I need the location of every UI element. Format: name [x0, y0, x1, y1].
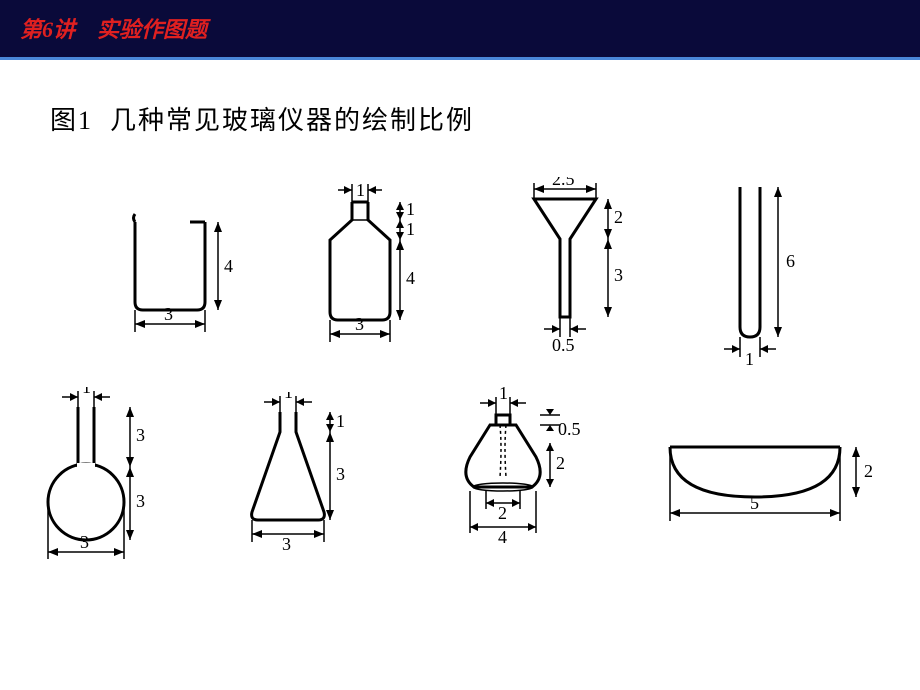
erlenmeyer-diagram: 1 1 3 3 — [230, 387, 380, 577]
roundflask-neckh: 3 — [136, 425, 145, 445]
slide-header: 第6讲 实验作图题 — [0, 0, 920, 60]
evapdish-diagram: 2 5 — [650, 387, 890, 577]
burner-diagram: 1 0.5 2 — [430, 387, 600, 577]
reagent-bottle-diagram: 1 1 1 4 — [290, 177, 450, 367]
evap-h: 2 — [864, 461, 873, 481]
reagent-shoulder: 1 — [406, 219, 415, 239]
beaker-diagram: 4 3 — [100, 177, 240, 367]
testtube-h: 6 — [786, 251, 795, 271]
funnel-top: 2.5 — [552, 177, 575, 189]
beaker-h: 4 — [224, 256, 233, 276]
header-suffix: 讲 实验作图题 — [53, 17, 207, 42]
row-2: 1 3 3 — [50, 387, 870, 577]
erlen-neck: 1 — [284, 392, 293, 402]
funnel-cone: 2 — [614, 207, 623, 227]
roundflask-neck: 1 — [82, 387, 91, 397]
roundflask-ball: 3 — [136, 491, 145, 511]
erlen-body: 3 — [336, 464, 345, 484]
reagent-bodyh: 4 — [406, 268, 415, 288]
reagent-neckh: 1 — [406, 199, 415, 219]
funnel-stem: 3 — [614, 265, 623, 285]
funnel-stemw: 0.5 — [552, 335, 575, 355]
slide-content: 图1 几种常见玻璃仪器的绘制比例 4 3 — [0, 60, 920, 617]
roundflask-diam: 3 — [80, 532, 89, 552]
header-number: 6 — [42, 17, 53, 42]
funnel-diagram: 2.5 2 3 0.5 — [500, 177, 650, 367]
burner-base: 2 — [498, 503, 507, 523]
header-title: 第6讲 实验作图题 — [20, 17, 207, 42]
testtube-diagram: 6 1 — [700, 177, 820, 367]
beaker-w: 3 — [164, 304, 173, 324]
burner-top: 1 — [499, 387, 508, 403]
reagent-bodyw: 3 — [355, 314, 364, 334]
roundflask-diagram: 1 3 3 — [30, 387, 180, 577]
header-prefix: 第 — [20, 17, 42, 42]
burner-cap: 0.5 — [558, 419, 581, 439]
erlen-base: 3 — [282, 534, 291, 554]
figure-label: 图1 — [50, 106, 93, 135]
row-1: 4 3 1 — [50, 177, 870, 367]
burner-mid: 2 — [556, 453, 565, 473]
figure-title: 图1 几种常见玻璃仪器的绘制比例 — [50, 100, 870, 137]
reagent-neck: 1 — [356, 182, 365, 200]
burner-foot: 4 — [498, 527, 507, 547]
testtube-w: 1 — [745, 349, 754, 367]
figure-text: 几种常见玻璃仪器的绘制比例 — [110, 106, 474, 135]
erlen-neckh: 1 — [336, 411, 345, 431]
evap-w: 5 — [750, 493, 759, 513]
